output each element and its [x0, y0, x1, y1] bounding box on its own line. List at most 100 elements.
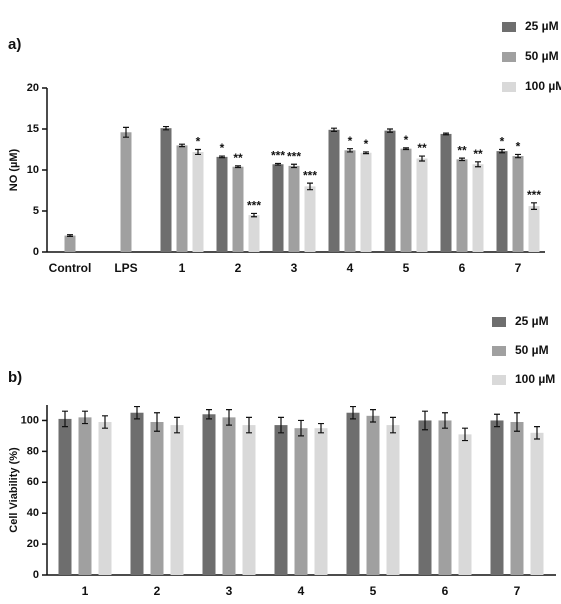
error-bar [363, 151, 369, 155]
x-tick-label: 1 [179, 261, 186, 275]
bar [496, 151, 508, 252]
significance: * [348, 134, 353, 148]
x-tick-label: LPS [114, 261, 137, 275]
significance: *** [527, 188, 541, 202]
error-bar [163, 125, 169, 131]
x-tick-label: 7 [514, 584, 521, 598]
bar [288, 165, 300, 252]
y-tick-label: 40 [27, 507, 39, 519]
error-bar [291, 163, 297, 169]
y-tick-label: 0 [33, 569, 39, 581]
bar [418, 420, 432, 575]
y-tick-label: 5 [33, 205, 39, 217]
x-tick-label: 3 [291, 261, 298, 275]
bar [98, 422, 112, 575]
bar [222, 417, 236, 575]
bar [160, 128, 172, 252]
significance: * [404, 133, 409, 147]
error-bar [514, 412, 520, 432]
error-bar [387, 128, 393, 133]
bar [530, 432, 544, 575]
x-tick-label: 1 [82, 584, 89, 598]
bar [346, 412, 360, 575]
significance: *** [287, 149, 301, 163]
bar [272, 164, 284, 252]
significance: * [196, 135, 201, 149]
bar [274, 425, 288, 575]
x-tick-label: Control [49, 261, 92, 275]
bar [472, 164, 484, 252]
error-bar [475, 161, 481, 168]
error-bar [123, 126, 129, 138]
bar [490, 420, 504, 575]
y-tick-label: 100 [21, 414, 39, 426]
error-bar [226, 409, 232, 426]
error-bar [534, 426, 540, 440]
y-tick-label: 80 [27, 445, 39, 457]
error-bar [278, 416, 284, 434]
bar [130, 412, 144, 575]
y-tick-label: 20 [27, 538, 39, 550]
error-bar [154, 412, 160, 432]
error-bar [422, 410, 428, 431]
error-bar [235, 165, 241, 169]
error-bar [102, 415, 108, 429]
error-bar [174, 416, 180, 434]
bar [328, 129, 340, 252]
x-tick-label: 6 [442, 584, 449, 598]
y-tick-label: 10 [27, 164, 39, 176]
significance: * [516, 140, 521, 154]
error-bar [443, 132, 449, 136]
legend-label: 50 µM [515, 343, 549, 357]
y-axis-label: Cell Viability (%) [8, 447, 20, 533]
error-bar [459, 157, 465, 162]
significance: ** [473, 147, 483, 161]
x-tick-label: 2 [235, 261, 242, 275]
bar [176, 145, 188, 252]
y-tick-label: 15 [27, 123, 39, 135]
bar [384, 130, 396, 252]
error-bar [499, 148, 505, 154]
bar [400, 148, 412, 252]
legend-swatch [492, 375, 506, 385]
error-bar [515, 153, 521, 159]
bar [386, 425, 400, 575]
bar [58, 418, 72, 575]
legend-label: 100 µM [525, 79, 561, 93]
error-bar [318, 422, 324, 434]
error-bar [62, 410, 68, 428]
x-tick-label: 2 [154, 584, 161, 598]
significance: * [364, 137, 369, 151]
bar [192, 151, 204, 252]
significance: * [500, 135, 505, 149]
bar [248, 215, 260, 252]
bar [360, 152, 372, 252]
bar [64, 235, 76, 252]
legend-swatch [502, 22, 516, 32]
bar [416, 158, 428, 252]
error-bar [251, 212, 257, 218]
error-bar [419, 155, 425, 162]
bar [216, 156, 228, 252]
error-bar [494, 413, 500, 428]
legend-swatch [492, 346, 506, 356]
x-tick-label: 4 [347, 261, 354, 275]
y-tick-label: 0 [33, 246, 39, 258]
bar [512, 156, 524, 252]
error-bar [462, 427, 468, 442]
legend-swatch [502, 82, 516, 92]
significance: *** [303, 168, 317, 182]
bar [78, 417, 92, 575]
bar [170, 425, 184, 575]
bar [314, 428, 328, 575]
significance: *** [247, 199, 261, 213]
bar [120, 132, 132, 252]
error-bar [195, 148, 201, 156]
error-bar [347, 148, 353, 153]
significance: *** [271, 149, 285, 163]
error-bar [403, 147, 409, 151]
y-tick-label: 20 [27, 82, 39, 94]
x-tick-label: 3 [226, 584, 233, 598]
x-tick-label: 5 [370, 584, 377, 598]
